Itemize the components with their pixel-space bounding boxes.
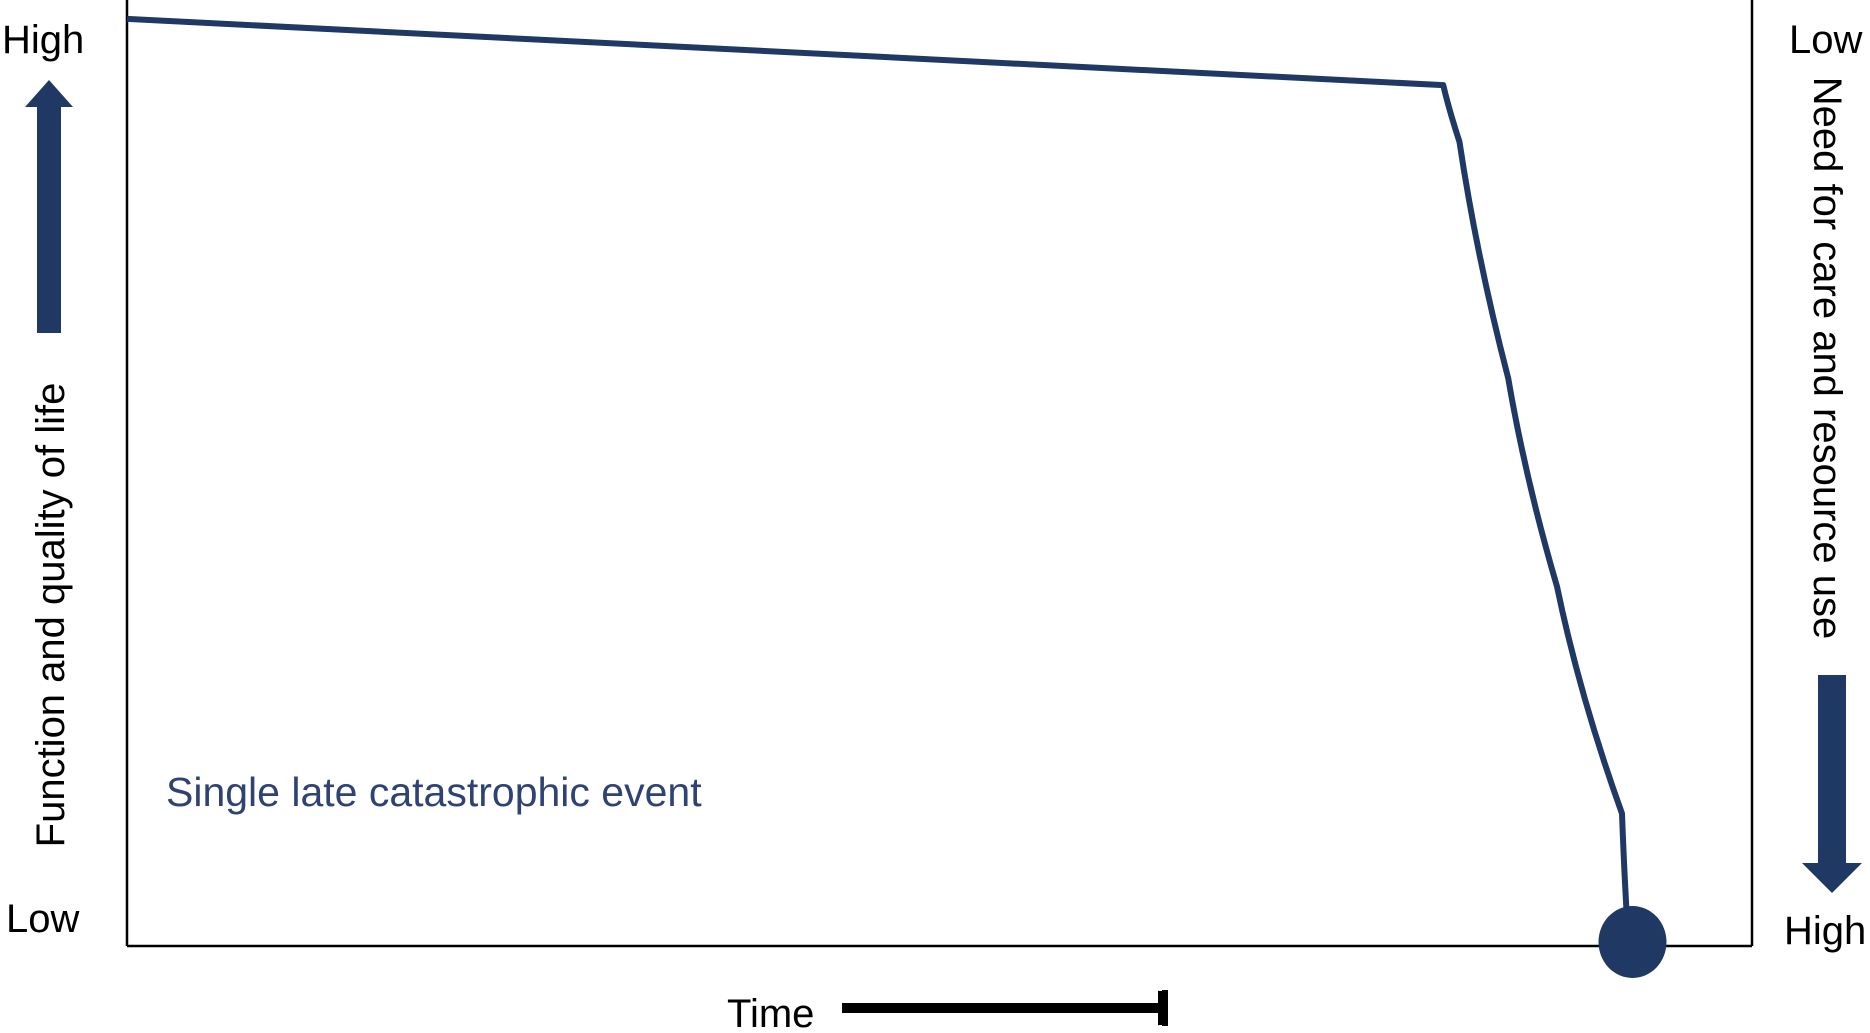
trajectory-line: [126, 15, 1632, 947]
annotation-label: Single late catastrophic event: [166, 769, 702, 815]
right-axis-bottom-label: High: [1784, 909, 1866, 953]
down-arrow-icon: [1802, 675, 1862, 893]
right-arrow-icon: [842, 990, 1168, 1026]
trajectory-curve-layer: [126, 15, 1667, 978]
left-axis-title: Function and quality of life: [29, 383, 73, 848]
x-arrow-tip: [1158, 990, 1168, 1026]
curve-end-marker: [1598, 906, 1667, 978]
up-arrow-icon: [25, 80, 73, 333]
right-axis-title: Need for care and resource use: [1805, 77, 1849, 640]
x-axis-title: Time: [727, 992, 814, 1033]
left-axis-top-label: High: [2, 18, 84, 62]
right-axis-top-label: Low: [1789, 18, 1862, 62]
left-axis-bottom-label: Low: [6, 897, 79, 941]
